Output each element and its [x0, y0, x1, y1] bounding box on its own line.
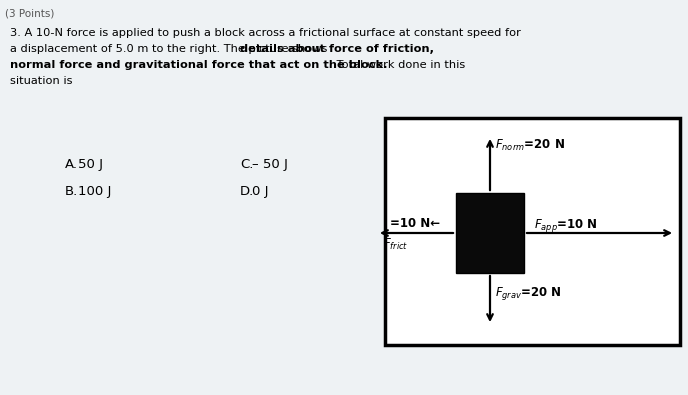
Text: 50 J: 50 J: [78, 158, 103, 171]
Text: D.: D.: [240, 185, 255, 198]
Text: 0 J: 0 J: [252, 185, 268, 198]
Text: C.: C.: [240, 158, 253, 171]
Text: (3 Points): (3 Points): [5, 8, 54, 18]
Text: A.: A.: [65, 158, 78, 171]
Text: $F_{app}$=10 N: $F_{app}$=10 N: [534, 217, 598, 234]
Text: details about force of friction,: details about force of friction,: [240, 44, 434, 54]
Text: $F_{frict}$: $F_{frict}$: [383, 237, 408, 252]
Text: $F_{norm}$=20 N: $F_{norm}$=20 N: [495, 138, 565, 153]
Text: situation is: situation is: [10, 76, 72, 86]
Text: Total work done in this: Total work done in this: [333, 60, 465, 70]
Text: =10 N←: =10 N←: [390, 217, 440, 230]
Bar: [456, 193, 524, 273]
Text: 3. A 10-N force is applied to push a block across a frictional surface at consta: 3. A 10-N force is applied to push a blo…: [10, 28, 521, 38]
Text: a displacement of 5.0 m to the right. The picture shows: a displacement of 5.0 m to the right. Th…: [10, 44, 331, 54]
Text: $F_{grav}$=20 N: $F_{grav}$=20 N: [495, 285, 562, 302]
Text: B.: B.: [65, 185, 78, 198]
Text: 100 J: 100 J: [78, 185, 111, 198]
Text: – 50 J: – 50 J: [252, 158, 288, 171]
Text: normal force and gravitational force that act on the block.: normal force and gravitational force tha…: [10, 60, 387, 70]
Bar: [385, 118, 680, 345]
